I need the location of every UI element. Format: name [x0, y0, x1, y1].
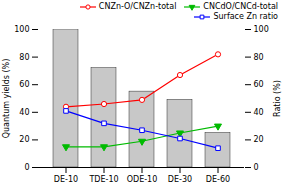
svg-text:DE-30: DE-30	[168, 175, 192, 184]
svg-text:20: 20	[19, 135, 29, 144]
svg-text:60: 60	[254, 80, 264, 89]
svg-text:DE-60: DE-60	[206, 175, 230, 184]
svg-text:0: 0	[254, 163, 259, 172]
html-text:CNZn-O/CNZn-total: CNZn-O/CNZn-total	[98, 2, 177, 11]
svg-text:80: 80	[254, 53, 264, 62]
svg-text:Ratio (%): Ratio (%)	[273, 80, 282, 117]
svg-text:Quantum yields (%): Quantum yields (%)	[2, 59, 11, 139]
svg-text:DE-10: DE-10	[54, 175, 78, 184]
html-text:CNCdO/CNCd-total: CNCdO/CNCd-total	[203, 2, 278, 11]
svg-text:40: 40	[19, 108, 29, 117]
html-text:Surface Zn ratio: Surface Zn ratio	[213, 12, 278, 21]
svg-text:100: 100	[254, 25, 269, 34]
svg-text:40: 40	[254, 108, 264, 117]
svg-text:0: 0	[24, 163, 29, 172]
svg-text:60: 60	[19, 80, 29, 89]
svg-text:80: 80	[19, 53, 29, 62]
svg-text:TDE-10: TDE-10	[88, 175, 118, 184]
svg-text:ODE-10: ODE-10	[127, 175, 158, 184]
svg-text:100: 100	[14, 25, 29, 34]
svg-text:20: 20	[254, 135, 264, 144]
